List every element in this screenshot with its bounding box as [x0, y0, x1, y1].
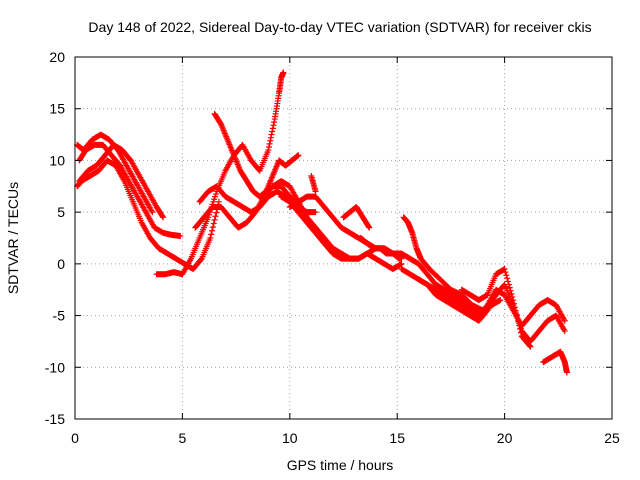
series-track-15: [400, 214, 504, 314]
series-track-14: [357, 235, 403, 262]
y-tick-label: 0: [57, 256, 65, 272]
series-track-18: [458, 266, 534, 350]
data-point: [268, 131, 275, 138]
data-point: [267, 134, 274, 141]
data-point: [526, 342, 533, 349]
data-point: [512, 307, 519, 314]
y-tick-label: -10: [45, 359, 65, 375]
y-tick-label: -15: [45, 411, 65, 427]
data-point: [208, 231, 215, 238]
data-point: [209, 227, 216, 234]
data-point: [160, 214, 167, 221]
data-point: [312, 209, 319, 216]
plot-frame: [74, 56, 613, 420]
x-tick-label: 20: [497, 430, 513, 446]
data-point: [509, 293, 516, 300]
data-point: [271, 119, 278, 126]
series-track-17: [415, 276, 568, 345]
data-point: [497, 297, 504, 304]
data-point: [270, 122, 277, 129]
series-track-13: [340, 203, 373, 231]
data-point: [212, 213, 219, 220]
data-point: [505, 278, 512, 285]
data-point: [517, 326, 524, 333]
x-tick-label: 0: [71, 430, 79, 446]
data-point: [527, 343, 534, 350]
data-point: [507, 287, 514, 294]
data-point: [267, 137, 274, 144]
data-point: [508, 290, 515, 297]
y-tick-label: -5: [53, 308, 66, 324]
data-point: [513, 311, 520, 318]
x-tick-label: 25: [604, 430, 620, 446]
x-tick-label: 5: [179, 430, 187, 446]
data-point: [511, 300, 518, 307]
data-point: [504, 275, 511, 282]
data-point: [365, 223, 372, 230]
series-track-6: [211, 110, 302, 200]
y-axis-label: SDTVAR / TECUs: [5, 182, 21, 294]
x-axis-label: GPS time / hours: [287, 457, 394, 473]
data-point: [215, 198, 222, 205]
data-point: [510, 297, 517, 304]
data-point: [207, 235, 214, 241]
data-point: [517, 329, 524, 336]
data-point: [516, 322, 523, 329]
data-point: [561, 317, 568, 324]
data-point: [269, 128, 276, 135]
series-track-12: [308, 172, 319, 195]
grid-lines: [75, 57, 612, 419]
data-point: [280, 69, 287, 76]
data-marks: [74, 69, 570, 376]
data-point: [265, 143, 272, 150]
axis-ticks: 0 5 10 15 20 25 -15 -10 -5 0 5 10 15 20: [45, 49, 620, 446]
data-point: [503, 272, 510, 279]
data-point: [149, 209, 156, 216]
data-point: [159, 213, 166, 220]
data-point: [197, 256, 204, 263]
y-tick-label: 20: [49, 49, 65, 65]
series-track-5: [153, 69, 287, 278]
y-tick-label: 15: [49, 101, 65, 117]
data-point: [211, 216, 218, 223]
series-track-19: [540, 348, 570, 376]
data-point: [312, 188, 319, 195]
data-point: [505, 281, 512, 288]
data-point: [265, 147, 272, 154]
series-track-2: [76, 141, 184, 239]
data-point: [266, 140, 273, 147]
data-point: [506, 284, 513, 291]
chart-title: Day 148 of 2022, Sidereal Day-to-day VTE…: [88, 19, 591, 35]
series-track-10: [278, 193, 405, 273]
data-point: [396, 255, 403, 262]
series-track-3: [74, 131, 156, 216]
data-point: [501, 266, 508, 273]
data-point: [563, 369, 570, 376]
data-point: [366, 224, 373, 231]
data-point: [398, 260, 405, 267]
data-point: [177, 232, 184, 239]
data-point: [210, 220, 217, 227]
y-tick-label: 10: [49, 152, 65, 168]
data-point: [209, 224, 216, 231]
data-point: [502, 269, 509, 276]
x-tick-label: 10: [282, 430, 298, 446]
data-point: [561, 328, 568, 335]
y-tick-label: 5: [57, 204, 65, 220]
x-tick-label: 15: [389, 430, 405, 446]
data-point: [213, 209, 220, 216]
data-point: [511, 304, 518, 311]
data-point: [514, 315, 521, 322]
data-point: [269, 125, 276, 132]
data-point: [295, 152, 302, 159]
data-point: [515, 318, 522, 325]
